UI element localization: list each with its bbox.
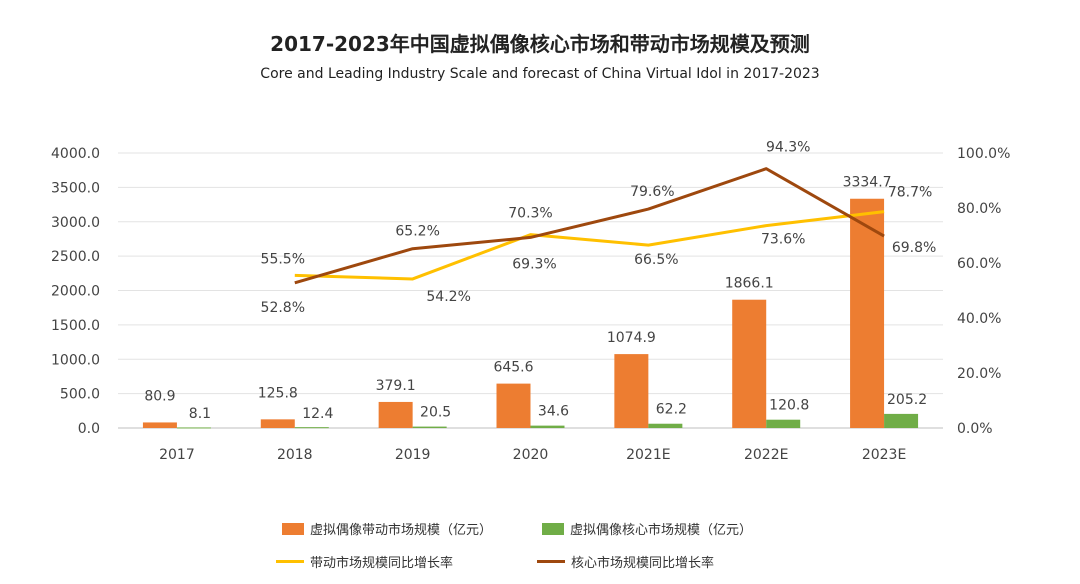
bar-core-scale: [766, 419, 801, 428]
data-label-core-scale: 62.2: [656, 402, 687, 418]
data-label-driven-scale: 80.9: [144, 388, 175, 404]
y-tick-label-left: 1000.0: [51, 352, 100, 368]
data-label-driven-growth: 70.3%: [508, 206, 552, 222]
x-tick-label: 2020: [513, 447, 549, 463]
y-tick-label-left: 2500.0: [51, 249, 100, 265]
chart-title: 2017-2023年中国虚拟偶像核心市场和带动市场规模及预测: [270, 32, 810, 56]
y-tick-label-right: 60.0%: [957, 256, 1001, 272]
bar-driven-scale: [614, 354, 649, 428]
bar-driven-scale: [850, 198, 885, 428]
x-tick-label: 2023E: [862, 447, 906, 463]
bar-core-scale: [294, 427, 329, 429]
data-label-driven-growth: 54.2%: [426, 289, 470, 305]
x-tick-label: 2019: [395, 447, 431, 463]
y-tick-label-right: 0.0%: [957, 421, 993, 437]
bar-driven-scale: [496, 383, 531, 428]
data-label-core-scale: 8.1: [189, 406, 211, 422]
legend-label: 带动市场规模同比增长率: [310, 556, 454, 571]
bar-core-scale: [648, 423, 683, 428]
legend-label: 虚拟偶像带动市场规模（亿元）: [310, 523, 493, 538]
data-label-core-growth: 94.3%: [766, 140, 810, 156]
x-tick-label: 2017: [159, 447, 195, 463]
data-label-driven-scale: 645.6: [493, 360, 533, 376]
data-label-core-growth: 52.8%: [261, 300, 305, 316]
y-tick-label-left: 1500.0: [51, 318, 100, 334]
line-core-growth: [294, 167, 885, 285]
y-tick-label-right: 40.0%: [957, 311, 1001, 327]
y-tick-label-left: 500.0: [60, 387, 100, 403]
bar-core-scale: [412, 426, 447, 428]
x-tick-label: 2018: [277, 447, 313, 463]
y-tick-label-right: 80.0%: [957, 201, 1001, 217]
bar-driven-scale: [378, 401, 413, 428]
chart-subtitle: Core and Leading Industry Scale and fore…: [260, 66, 820, 82]
bar-core-scale: [530, 425, 565, 428]
data-label-driven-scale: 1074.9: [607, 330, 656, 346]
data-label-core-growth: 69.3%: [512, 256, 556, 272]
data-label-core-growth: 79.6%: [630, 184, 674, 200]
data-label-core-growth: 65.2%: [395, 224, 439, 240]
y-tick-label-left: 3000.0: [51, 215, 100, 231]
data-label-driven-growth: 73.6%: [761, 232, 805, 248]
legend-item-core-growth: 核心市场规模同比增长率: [537, 552, 714, 571]
y-tick-label-left: 4000.0: [51, 146, 100, 162]
legend-item-driven-growth: 带动市场规模同比增长率: [276, 552, 453, 571]
x-tick-label: 2021E: [626, 447, 670, 463]
y-tick-label-right: 20.0%: [957, 366, 1001, 382]
y-tick-label-right: 100.0%: [957, 146, 1010, 162]
data-label-core-scale: 12.4: [302, 406, 333, 422]
data-label-core-scale: 205.2: [887, 392, 927, 408]
legend-swatch: [282, 522, 304, 535]
bar-driven-scale: [142, 422, 177, 428]
bar-driven-scale: [732, 299, 767, 428]
legend-swatch: [537, 560, 565, 563]
data-label-driven-scale: 1866.1: [725, 276, 774, 292]
data-label-driven-scale: 3334.7: [843, 175, 892, 191]
data-label-driven-growth: 55.5%: [261, 251, 305, 267]
data-label-core-scale: 20.5: [420, 405, 451, 421]
legend-item-driven-scale: 虚拟偶像带动市场规模（亿元）: [282, 519, 492, 538]
data-label-driven-growth: 66.5%: [634, 252, 678, 268]
y-tick-label-left: 3500.0: [51, 180, 100, 196]
data-label-core-scale: 34.6: [538, 404, 569, 420]
legend-swatch: [542, 522, 564, 535]
legend-label: 虚拟偶像核心市场规模（亿元）: [570, 523, 753, 538]
bar-core-scale: [884, 413, 919, 428]
bar-driven-scale: [260, 419, 295, 428]
y-tick-label-left: 2000.0: [51, 284, 100, 300]
legend-swatch: [276, 560, 304, 563]
bar-core-scale: [176, 427, 211, 429]
data-label-driven-scale: 125.8: [258, 385, 298, 401]
data-label-driven-growth: 78.7%: [888, 185, 932, 201]
legend-label: 核心市场规模同比增长率: [571, 556, 715, 571]
y-tick-label-left: 0.0: [78, 421, 100, 437]
legend-item-core-scale: 虚拟偶像核心市场规模（亿元）: [542, 519, 752, 538]
x-tick-label: 2022E: [744, 447, 788, 463]
data-label-core-scale: 120.8: [769, 398, 809, 414]
data-label-driven-scale: 379.1: [376, 378, 416, 394]
line-driven-growth: [294, 210, 885, 281]
data-label-core-growth: 69.8%: [892, 240, 936, 256]
